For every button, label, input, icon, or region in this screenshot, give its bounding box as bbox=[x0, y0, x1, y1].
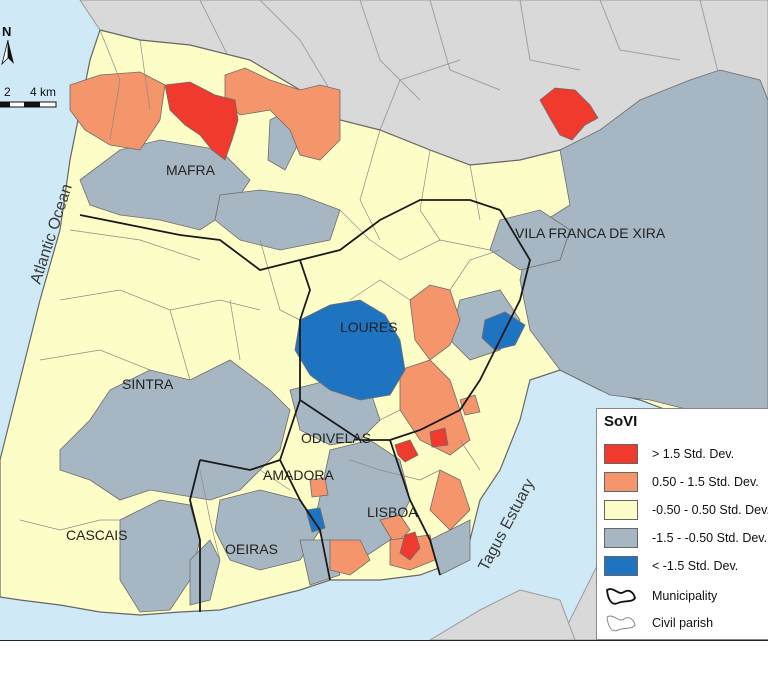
municipality-label-sintra: SINTRA bbox=[122, 376, 174, 392]
north-letter: N bbox=[2, 24, 11, 39]
legend-title: SoVI bbox=[604, 413, 638, 430]
municipality-label-mafra: MAFRA bbox=[166, 162, 216, 178]
legend-label: < -1.5 Std. Dev. bbox=[652, 559, 739, 573]
legend-label: > 1.5 Std. Dev. bbox=[652, 447, 735, 461]
legend-item-m0-5-to-0-5: -0.50 - 0.50 Std. Dev. bbox=[604, 499, 768, 521]
legend-item-lt-m1-5: < -1.5 Std. Dev. bbox=[604, 555, 738, 577]
legend-item-m1-5-to-m0-5: -1.5 - -0.50 Std. Dev. bbox=[604, 527, 767, 549]
north-arrow-icon: N bbox=[1, 24, 14, 66]
regions-grey bbox=[59, 69, 768, 613]
legend-swatch bbox=[604, 444, 638, 464]
municipality-boundaries bbox=[79, 199, 531, 612]
municipality-label-odivelas: ODIVELAS bbox=[301, 430, 371, 446]
outside-land-southwest bbox=[429, 589, 576, 640]
municipality-label-oeiras: OEIRAS bbox=[225, 541, 278, 557]
municipality-labels: MAFRA VILA FRANCA DE XIRA LOURES SINTRA … bbox=[66, 162, 666, 557]
legend-item-gt-1-5: > 1.5 Std. Dev. bbox=[604, 443, 734, 465]
municipality-label-lisboa: LISBOA bbox=[367, 504, 418, 520]
municipality-label-cascais: CASCAIS bbox=[66, 527, 127, 543]
civil-parish-lines bbox=[19, 29, 501, 561]
legend-item-0-5-to-1-5: 0.50 - 1.5 Std. Dev. bbox=[604, 471, 759, 493]
municipality-label-amadora: AMADORA bbox=[263, 467, 334, 483]
municipality-label-loures: LOURES bbox=[340, 319, 398, 335]
legend-label: -0.50 - 0.50 Std. Dev. bbox=[652, 503, 768, 517]
regions-blue bbox=[294, 299, 526, 533]
legend-swatch bbox=[604, 528, 638, 548]
legend: SoVI > 1.5 Std. Dev. 0.50 - 1.5 Std. Dev… bbox=[596, 408, 768, 640]
legend-label: -1.5 - -0.50 Std. Dev. bbox=[652, 531, 768, 545]
legend-item-civil-parish: Civil parish bbox=[604, 612, 713, 634]
regions-red bbox=[164, 81, 599, 561]
civil-parish-boundary-icon bbox=[606, 615, 636, 632]
municipality-boundary-icon bbox=[606, 588, 636, 605]
map-frame: MAFRA VILA FRANCA DE XIRA LOURES SINTRA … bbox=[0, 0, 768, 641]
scale-label-mid: 2 bbox=[4, 85, 11, 99]
legend-item-municipality: Municipality bbox=[604, 585, 717, 607]
scale-label-end: 4 km bbox=[30, 85, 56, 99]
legend-swatch bbox=[604, 556, 638, 576]
legend-swatch bbox=[604, 500, 638, 520]
legend-label: Civil parish bbox=[652, 616, 714, 630]
scale-bar: 2 4 km bbox=[0, 85, 57, 108]
legend-swatch bbox=[604, 472, 638, 492]
legend-label: 0.50 - 1.5 Std. Dev. bbox=[652, 475, 759, 489]
legend-label: Municipality bbox=[652, 589, 718, 603]
municipality-label-vila-franca-de-xira: VILA FRANCA DE XIRA bbox=[515, 225, 666, 241]
